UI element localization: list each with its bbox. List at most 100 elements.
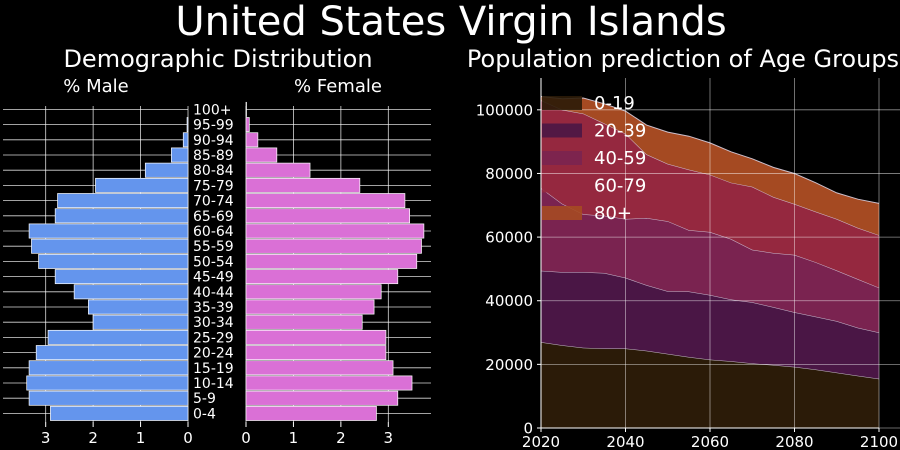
age-group-label: 0-4 xyxy=(193,406,216,422)
male-bar xyxy=(182,132,189,148)
age-group-labels: 0-45-910-1415-1920-2425-2930-3435-3940-4… xyxy=(193,102,234,422)
male-bar xyxy=(54,208,189,224)
male-bar xyxy=(54,269,189,285)
male-bar xyxy=(57,193,189,209)
area-x-tick-label: 2020 xyxy=(522,433,560,450)
female-axis-ticks: 0 1 2 3 xyxy=(241,422,393,447)
male-bar xyxy=(50,405,189,421)
male-bar xyxy=(28,223,189,239)
female-bar xyxy=(245,193,406,209)
age-group-label: 75-79 xyxy=(193,178,234,194)
female-bar xyxy=(245,314,363,330)
legend-swatch-60-79 xyxy=(542,178,582,193)
male-bar xyxy=(47,329,189,345)
male-bars xyxy=(26,117,189,421)
age-group-label: 100+ xyxy=(193,102,231,118)
area-y-tick-label: 20000 xyxy=(485,356,533,374)
legend-label-80+: 80+ xyxy=(594,203,632,224)
female-bar xyxy=(245,117,250,133)
age-group-label: 30-34 xyxy=(193,315,234,331)
age-group-label: 90-94 xyxy=(193,133,234,149)
male-axis-ticks: 3 2 1 0 xyxy=(41,422,193,447)
age-group-label: 5-9 xyxy=(193,391,216,407)
female-bar xyxy=(245,329,387,345)
male-bar xyxy=(92,314,189,330)
area-axes: 2020 2040 2060 2080 2100 0 20000 40000 60000 8000… xyxy=(476,78,898,450)
female-bar xyxy=(245,345,387,361)
female-axis-title: % Female xyxy=(294,76,382,97)
area-y-tick-label: 0 xyxy=(523,420,533,438)
legend-swatch-40-59 xyxy=(542,151,582,165)
male-bar xyxy=(144,162,189,178)
age-group-label: 80-84 xyxy=(193,163,234,179)
age-group-label: 85-89 xyxy=(193,148,234,164)
area-y-tick-label: 60000 xyxy=(485,229,533,247)
male-tick-label: 2 xyxy=(88,429,98,447)
male-bar xyxy=(28,360,189,376)
area-y-tick-label: 40000 xyxy=(485,292,533,310)
legend-swatch-80+ xyxy=(542,206,582,220)
female-bar xyxy=(245,253,418,269)
female-bar xyxy=(245,284,382,300)
age-group-label: 35-39 xyxy=(193,300,234,316)
female-bars xyxy=(245,101,425,421)
pyramid-title: Demographic Distribution xyxy=(63,45,372,73)
male-bar xyxy=(35,345,189,361)
legend-label-60-79: 60-79 xyxy=(594,176,646,197)
male-bar xyxy=(88,299,189,315)
age-group-label: 50-54 xyxy=(193,254,234,270)
male-bar xyxy=(31,238,189,254)
legend-label-20-39: 20-39 xyxy=(594,121,646,142)
pyramid-chart: Demographic Distribution % Male % Female… xyxy=(3,45,431,447)
female-tick-label: 1 xyxy=(289,429,299,447)
area-x-tick-label: 2080 xyxy=(775,433,813,450)
male-tick-label: 0 xyxy=(183,429,193,447)
age-group-label: 65-69 xyxy=(193,209,234,225)
area-x-tick-label: 2060 xyxy=(691,433,729,450)
age-group-label: 25-29 xyxy=(193,330,234,346)
male-bar xyxy=(73,284,189,300)
legend-label-0-19: 0-19 xyxy=(594,93,635,114)
legend-swatch-20-39 xyxy=(542,123,582,138)
female-bar xyxy=(245,208,411,224)
area-chart: Population prediction of Age Groups 2020… xyxy=(467,45,900,450)
figure-title: United States Virgin Islands xyxy=(175,0,726,45)
female-bar xyxy=(245,238,422,254)
age-group-label: 60-64 xyxy=(193,224,234,240)
age-group-label: 70-74 xyxy=(193,194,234,210)
male-axis-title: % Male xyxy=(63,76,128,97)
age-group-label: 95-99 xyxy=(193,118,234,134)
male-bar xyxy=(95,177,189,193)
area-title: Population prediction of Age Groups xyxy=(467,45,899,73)
area-legend: 0-19 20-39 40-59 60-79 80+ xyxy=(542,93,646,224)
male-bar xyxy=(28,390,189,406)
female-tick-label: 0 xyxy=(241,429,251,447)
male-bar xyxy=(171,147,189,163)
age-group-label: 15-19 xyxy=(193,361,234,377)
age-group-label: 20-24 xyxy=(193,346,234,362)
male-bar xyxy=(38,253,189,269)
female-bar xyxy=(245,269,399,285)
female-bar xyxy=(245,177,361,193)
area-x-tick-label: 2100 xyxy=(860,433,898,450)
age-group-label: 55-59 xyxy=(193,239,234,255)
legend-swatch-0-19 xyxy=(542,96,582,110)
female-bar xyxy=(245,299,375,315)
female-bar xyxy=(245,360,394,376)
male-tick-label: 1 xyxy=(136,429,146,447)
female-bar xyxy=(245,390,399,406)
male-tick-label: 3 xyxy=(41,429,51,447)
area-x-tick-label: 2040 xyxy=(606,433,644,450)
legend-label-40-59: 40-59 xyxy=(594,148,646,169)
female-bar xyxy=(245,147,278,163)
area-y-tick-label: 80000 xyxy=(485,165,533,183)
female-bar xyxy=(245,375,413,391)
age-group-label: 45-49 xyxy=(193,270,234,286)
male-bar xyxy=(26,375,189,391)
female-bar xyxy=(245,223,425,239)
age-group-label: 10-14 xyxy=(193,376,234,392)
female-tick-label: 2 xyxy=(336,429,346,447)
female-tick-label: 3 xyxy=(384,429,394,447)
female-bar xyxy=(245,132,259,148)
